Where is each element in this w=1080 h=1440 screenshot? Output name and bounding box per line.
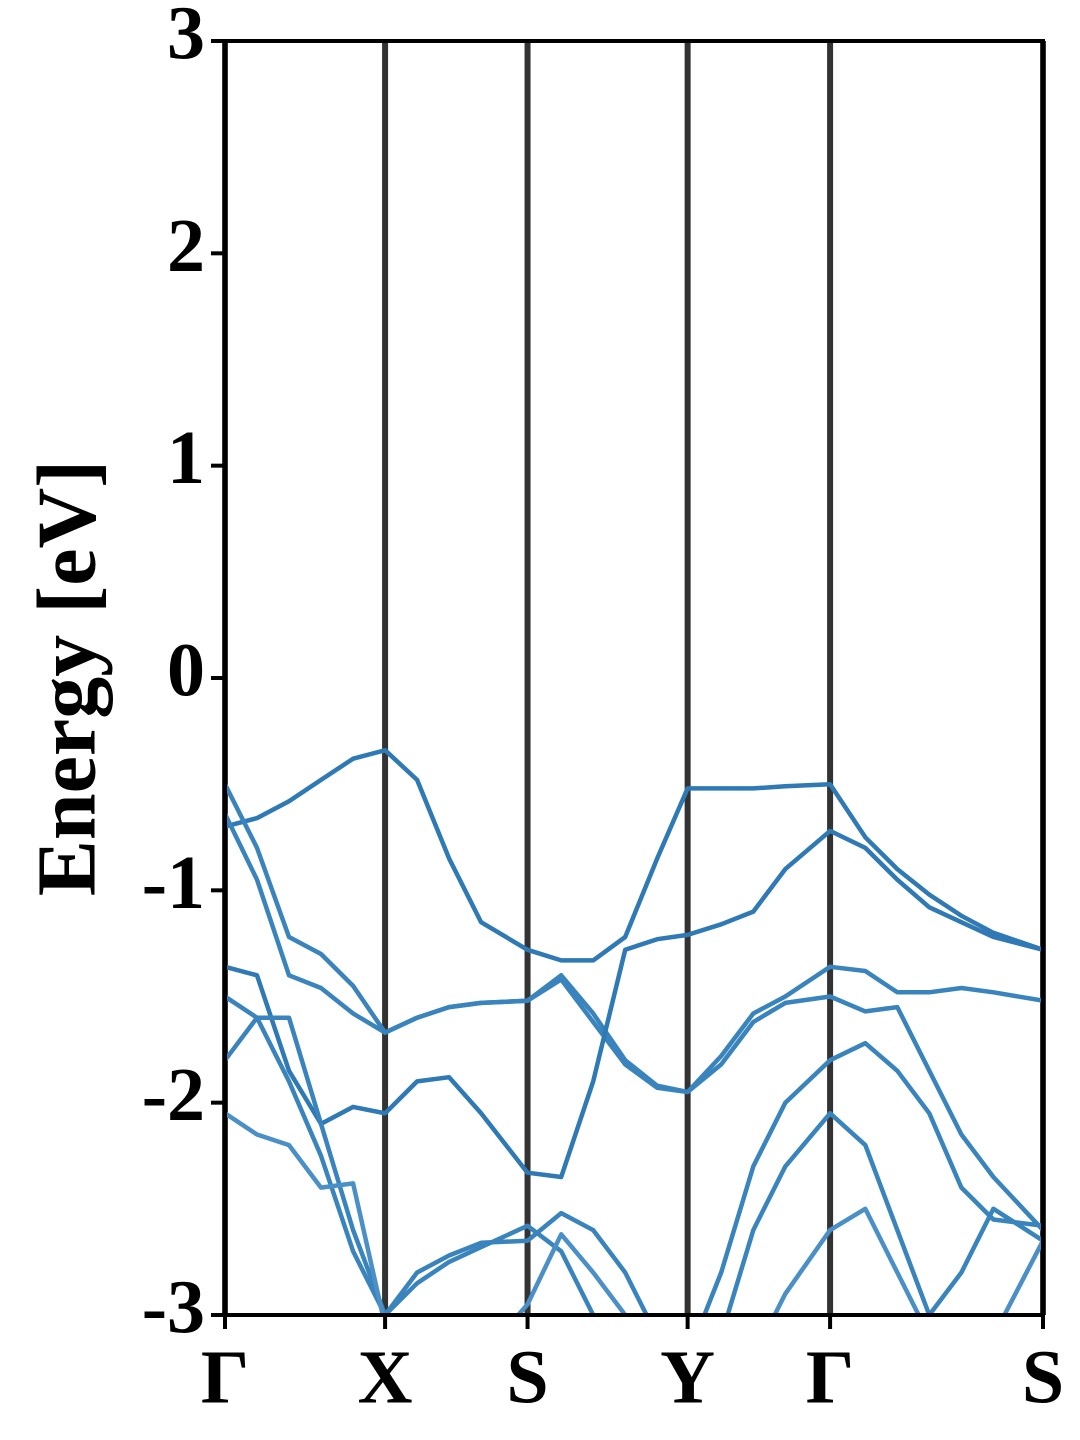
y-tick-label: 0 xyxy=(167,628,205,712)
plot-frame xyxy=(223,39,1045,1317)
band-line xyxy=(225,747,1043,963)
y-tick-label: 1 xyxy=(167,416,205,500)
band-line xyxy=(225,994,1043,1315)
band-line xyxy=(225,811,1043,1095)
band-line xyxy=(225,1111,1043,1315)
band-line xyxy=(225,828,1043,1180)
y-tick-label: -2 xyxy=(142,1053,205,1137)
band-line xyxy=(225,781,1043,1233)
x-tick-label: S xyxy=(506,1335,548,1419)
y-tick-label: 2 xyxy=(167,204,205,288)
x-tick-label: Y xyxy=(660,1335,715,1419)
grid xyxy=(222,41,1046,1315)
y-axis-label: Energy [eV] xyxy=(20,460,113,896)
x-tick-label: S xyxy=(1022,1335,1064,1419)
x-tick-label: Γ xyxy=(806,1335,854,1419)
x-tick-label: X xyxy=(358,1335,413,1419)
band-line xyxy=(225,1015,1043,1315)
y-tick-label: -3 xyxy=(142,1265,205,1349)
bands xyxy=(225,747,1043,1315)
x-tick-label: Γ xyxy=(201,1335,249,1419)
y-tick-label: 3 xyxy=(167,0,205,75)
y-tick-label: -1 xyxy=(142,841,205,925)
